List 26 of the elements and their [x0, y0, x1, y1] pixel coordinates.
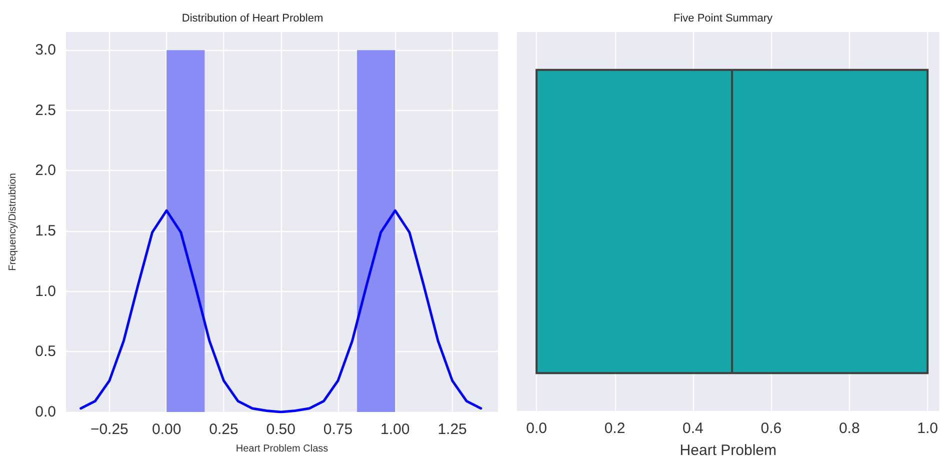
- x-tick-label: −0.25: [90, 421, 128, 438]
- x-tick-label: 0.2: [604, 420, 626, 437]
- x-tick-label: 0.25: [209, 421, 238, 438]
- y-tick-label: 0.0: [35, 404, 56, 420]
- x-tick-label: 0.0: [526, 420, 547, 437]
- x-axis-title: Heart Problem: [680, 442, 777, 459]
- x-tick-label: 0.50: [266, 421, 296, 438]
- y-axis-title: Frequency/Distrubtion: [8, 173, 18, 271]
- x-tick-label: 0.6: [760, 420, 782, 437]
- x-tick-label: 1.0: [917, 420, 938, 437]
- x-tick-label: 1.25: [438, 421, 467, 438]
- x-tick-label: 0.8: [838, 420, 860, 437]
- y-tick-label: 0.5: [35, 343, 56, 360]
- x-tick-label: 1.00: [380, 421, 410, 438]
- x-tick-label: 0.4: [682, 420, 704, 437]
- y-tick-label: 2.0: [35, 162, 56, 180]
- x-tick-label: 0.75: [323, 421, 353, 438]
- y-tick-label: 1.0: [35, 282, 56, 300]
- x-axis-title: Heart Problem Class: [236, 444, 328, 454]
- x-tick-label: 0.00: [152, 421, 182, 438]
- line-series: [80, 209, 482, 414]
- chart-title: Five Point Summary: [673, 12, 774, 24]
- y-tick-label: 1.5: [35, 222, 56, 240]
- y-tick-label: 2.5: [35, 102, 56, 119]
- chart-title: Distribution of Heart Problem: [182, 12, 324, 24]
- y-tick-label: 3.0: [35, 42, 56, 59]
